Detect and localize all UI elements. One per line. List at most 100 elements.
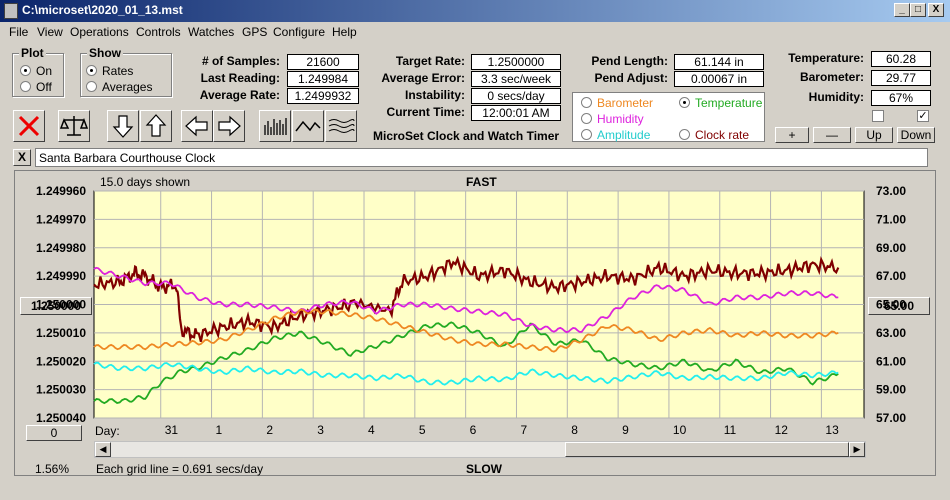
clock-name-field[interactable]: Santa Barbara Courthouse Clock	[35, 148, 928, 167]
amplitude-option[interactable]: Amplitude	[581, 128, 650, 142]
day-tick-label: 2	[266, 423, 273, 437]
clear-name-button[interactable]: X	[13, 149, 31, 166]
temperature-option-label: Temperature	[695, 96, 763, 110]
series-line-barometer	[93, 308, 839, 353]
balance-button[interactable]	[58, 110, 90, 142]
percent-label: 1.56%	[35, 462, 70, 476]
menu-controls[interactable]: Controls	[136, 25, 181, 39]
right-checkbox[interactable]: ✓	[917, 110, 929, 122]
plot-off-radio[interactable]: Off	[20, 80, 52, 94]
show-averages-radio[interactable]: Averages	[86, 80, 152, 94]
pend-length-value: 61.144 in	[674, 54, 764, 70]
day-tick-label: 3	[317, 423, 324, 437]
maximize-button[interactable]: □	[910, 3, 926, 17]
title-bar: C:\microset\2020_01_13.mst _ □ X	[0, 0, 950, 22]
instability-value: 0 secs/day	[471, 88, 561, 104]
menu-file[interactable]: File	[9, 25, 29, 39]
stop-button[interactable]	[13, 110, 45, 142]
slow-label: SLOW	[466, 462, 502, 476]
scroll-right-icon[interactable]: ▶	[849, 442, 865, 457]
day-axis-label: Day:	[95, 424, 120, 438]
current-time-value: 12:00:01 AM	[471, 105, 561, 121]
barometer-option-label: Barometer	[597, 96, 654, 110]
right-tick-label: 71.00	[876, 212, 906, 226]
show-rates-radio[interactable]: Rates	[86, 64, 133, 78]
menu-view[interactable]: View	[37, 25, 63, 39]
series-line-rate	[93, 255, 840, 343]
minimize-button[interactable]: _	[894, 3, 910, 17]
temperature-value: 60.28	[871, 51, 931, 67]
pend-adjust-value: 0.00067 in	[674, 71, 764, 87]
days-shown-label: 15.0 days shown	[100, 175, 191, 189]
offset-button[interactable]: 0	[26, 425, 82, 441]
pend-adjust-label: Pend Adjust:	[594, 71, 668, 85]
right-tick-label: 69.00	[876, 241, 906, 255]
window-title: C:\microset\2020_01_13.mst	[22, 3, 183, 17]
multi-wave-button[interactable]	[325, 110, 357, 142]
right-arrow-button[interactable]	[213, 110, 245, 142]
left-tick-label: 1.250010	[36, 326, 86, 340]
left-tick-label: 1.250020	[36, 354, 86, 368]
humidity-option[interactable]: Humidity	[581, 112, 644, 126]
average-rate-label: Average Rate:	[199, 88, 280, 102]
menu-configure[interactable]: Configure	[273, 25, 326, 39]
down-button[interactable]: Down	[897, 127, 935, 143]
left-tick-label: 1.249970	[36, 212, 86, 226]
left-checkbox[interactable]	[872, 110, 884, 122]
menu-operations[interactable]: Operations	[70, 25, 129, 39]
day-tick-label: 6	[470, 423, 477, 437]
grid-note: Each grid line = 0.691 secs/day	[96, 462, 264, 476]
temperature-option[interactable]: Temperature	[679, 96, 762, 110]
up-arrow-button[interactable]	[140, 110, 172, 142]
plot-on-radio[interactable]: On	[20, 64, 52, 78]
left-tick-label: 1.250030	[36, 383, 86, 397]
up-button[interactable]: Up	[855, 127, 893, 143]
menu-gps[interactable]: GPS	[242, 25, 268, 39]
clock-rate-option[interactable]: Clock rate	[679, 128, 749, 142]
down-arrow-button[interactable]	[107, 110, 139, 142]
day-tick-label: 5	[419, 423, 426, 437]
show-averages-label: Averages	[102, 80, 153, 94]
day-tick-label: 8	[571, 423, 578, 437]
right-tick-label: 67.00	[876, 269, 906, 283]
average-error-label: Average Error:	[381, 71, 465, 85]
average-error-value: 3.3 sec/week	[471, 71, 561, 87]
left-tick-label: 1.249980	[36, 241, 86, 255]
bars-view-button[interactable]	[259, 110, 291, 142]
clock-name-text: Santa Barbara Courthouse Clock	[39, 151, 216, 165]
barometer-label: Barometer:	[799, 70, 864, 84]
day-tick-label: 10	[673, 423, 687, 437]
barometer-option[interactable]: Barometer	[581, 96, 653, 110]
average-rate-value: 1.2499932	[287, 88, 359, 104]
left-arrow-button[interactable]	[181, 110, 213, 142]
day-tick-label: 31	[165, 423, 179, 437]
bar-graph-icon	[264, 118, 287, 135]
sensor-options: Barometer Temperature Humidity Amplitude…	[572, 92, 765, 142]
right-tick-label: 61.00	[876, 354, 906, 368]
center-temp-button[interactable]: 65.00	[868, 297, 930, 315]
minus-button[interactable]: —	[813, 127, 851, 143]
plus-button[interactable]: +	[775, 127, 809, 143]
scroll-thumb[interactable]	[565, 442, 849, 457]
day-tick-label: 4	[368, 423, 375, 437]
wave-line-icon	[295, 120, 321, 132]
chart-panel	[14, 170, 936, 476]
show-group: Show Rates Averages	[80, 46, 172, 97]
right-tick-label: 73.00	[876, 184, 906, 198]
right-tick-label: 59.00	[876, 383, 906, 397]
instability-label: Instability:	[404, 88, 465, 102]
show-group-title: Show	[87, 46, 123, 60]
menu-watches[interactable]: Watches	[188, 25, 235, 39]
close-button[interactable]: X	[928, 3, 944, 17]
wave-view-button[interactable]	[292, 110, 324, 142]
horizontal-scrollbar[interactable]: ◀ ▶	[94, 441, 866, 458]
barometer-value: 29.77	[871, 70, 931, 86]
scroll-left-icon[interactable]: ◀	[95, 442, 111, 457]
left-tick-label: 1.249960	[36, 184, 86, 198]
app-caption: MicroSet Clock and Watch Timer	[373, 129, 560, 143]
menu-help[interactable]: Help	[332, 25, 357, 39]
pend-length-label: Pend Length:	[591, 54, 668, 68]
center-rate-button[interactable]: 1.250000	[20, 297, 92, 315]
plot-group-title: Plot	[19, 46, 46, 60]
day-tick-label: 1	[216, 423, 223, 437]
